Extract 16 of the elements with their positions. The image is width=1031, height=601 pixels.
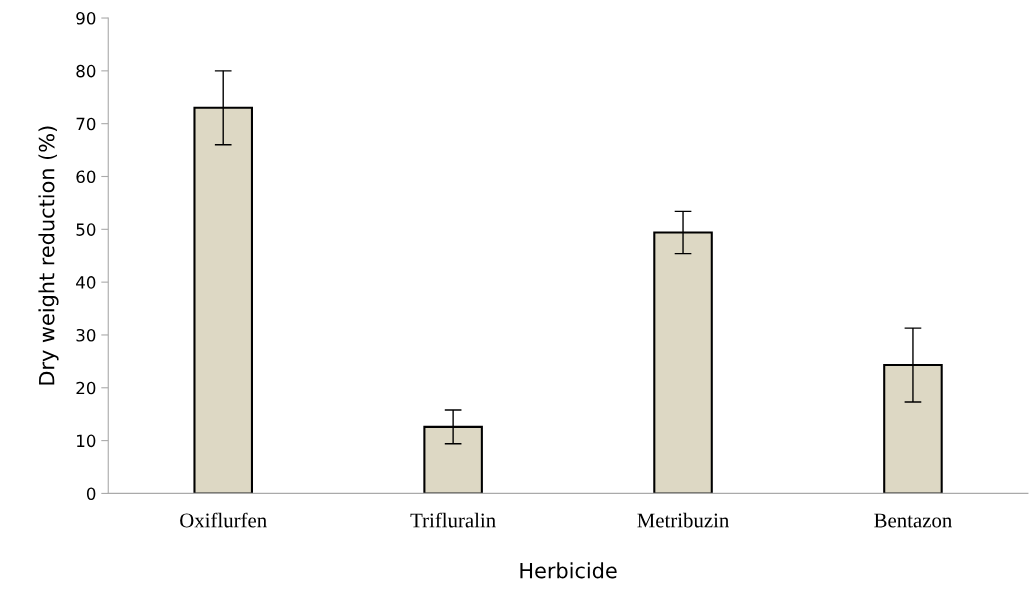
x-tick-label: Oxiflurfen <box>180 512 267 528</box>
y-tick-label: 40 <box>76 276 96 289</box>
y-tick-label: 30 <box>76 328 96 342</box>
y-tick-label: 70 <box>76 117 96 131</box>
y-tick-label: 80 <box>76 64 96 78</box>
y-tick-label: 90 <box>76 11 96 25</box>
y-tick-label: 0 <box>86 487 96 500</box>
y-axis-title: Dry weight reduction (%) <box>38 126 59 385</box>
x-tick-label: Metribuzin <box>637 512 730 528</box>
y-tick-label: 20 <box>76 381 96 395</box>
y-tick-label: 60 <box>76 170 96 184</box>
y-tick-label: 50 <box>76 223 96 236</box>
x-tick-label: Bentazon <box>874 513 952 528</box>
x-tick-label: Trifluralin <box>410 512 496 528</box>
y-tick-label: 10 <box>77 434 96 448</box>
x-axis-title: Herbicide <box>520 562 617 579</box>
